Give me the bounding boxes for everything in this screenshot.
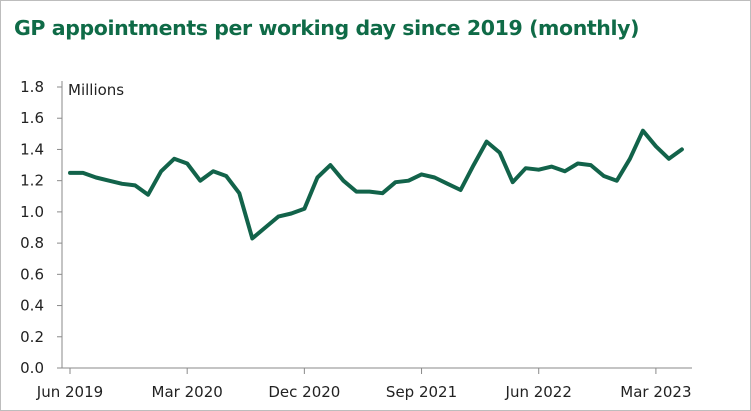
y-tick-label: 0.4 (20, 297, 44, 315)
x-tick-label: Dec 2020 (268, 383, 340, 401)
y-tick-label: 0.8 (20, 234, 44, 252)
series-line (68, 128, 684, 241)
y-axis-unit-label: Millions (68, 81, 124, 99)
x-tick-label: Jun 2022 (505, 383, 572, 401)
y-tick-label: 1.0 (20, 203, 44, 221)
y-tick-label: 0.0 (20, 359, 44, 377)
y-tick-label: 0.6 (20, 265, 44, 283)
x-tick-label: Mar 2023 (620, 383, 691, 401)
x-tick-label: Sep 2021 (386, 383, 457, 401)
x-tick-label: Mar 2020 (152, 383, 223, 401)
y-tick-label: 1.6 (20, 109, 44, 127)
chart-title: GP appointments per working day since 20… (14, 16, 640, 40)
x-tick-label: Jun 2019 (36, 383, 103, 401)
y-tick-label: 1.8 (20, 78, 44, 96)
y-tick-label: 0.2 (20, 328, 44, 346)
y-tick-label: 1.2 (20, 172, 44, 190)
y-tick-label: 1.4 (20, 140, 44, 158)
